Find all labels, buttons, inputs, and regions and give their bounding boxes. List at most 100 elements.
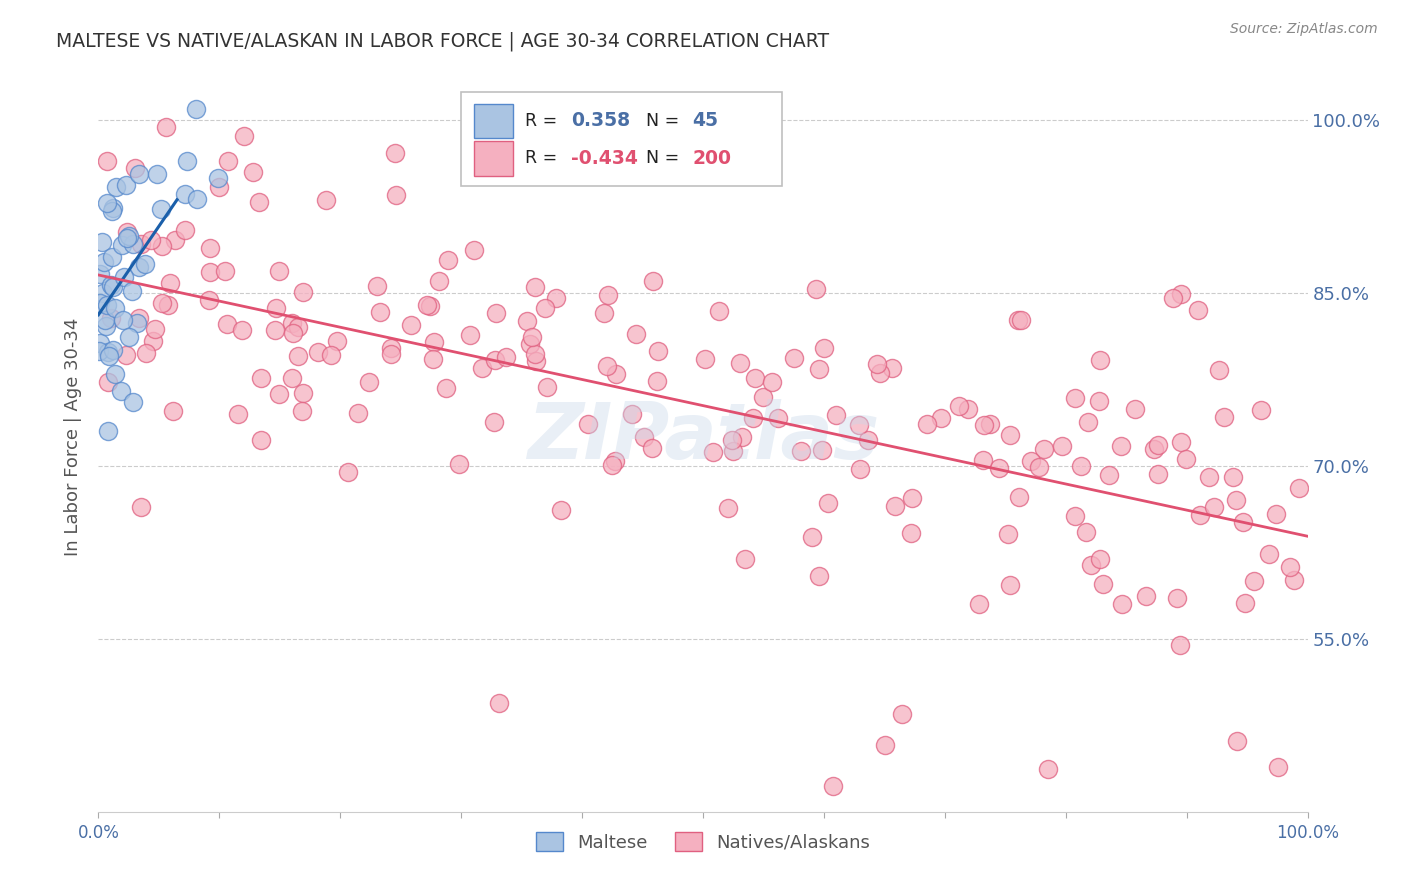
- Point: [1142, 442, 1164, 457]
- Point: [100, 204, 122, 219]
- Point: [385, 187, 408, 202]
- Point: [761, 375, 783, 389]
- Point: [131, 237, 153, 252]
- Point: [105, 180, 128, 194]
- Point: [447, 457, 470, 471]
- Point: [813, 341, 835, 355]
- Point: [87, 343, 110, 358]
- Point: [115, 348, 138, 362]
- Point: [1208, 363, 1230, 377]
- Point: [717, 501, 740, 516]
- Point: [336, 465, 359, 479]
- Point: [1282, 573, 1305, 587]
- Point: [519, 337, 541, 351]
- Point: [128, 260, 150, 274]
- Point: [1202, 500, 1225, 514]
- Point: [291, 285, 314, 300]
- Point: [536, 380, 558, 394]
- Point: [128, 167, 150, 181]
- Point: [900, 525, 922, 540]
- Point: [1243, 574, 1265, 588]
- Point: [93, 255, 115, 269]
- Point: [89, 335, 111, 350]
- Text: R =: R =: [526, 112, 562, 130]
- Point: [728, 356, 751, 370]
- Point: [488, 696, 510, 710]
- Point: [1135, 590, 1157, 604]
- Point: [811, 443, 834, 458]
- Point: [1288, 481, 1310, 495]
- Point: [231, 323, 253, 337]
- Point: [315, 193, 337, 207]
- Point: [1077, 415, 1099, 429]
- Point: [1234, 596, 1257, 610]
- Point: [1076, 525, 1098, 540]
- Point: [823, 779, 845, 793]
- Point: [135, 346, 157, 360]
- Point: [817, 496, 839, 510]
- Point: [96, 424, 118, 438]
- Point: [1080, 558, 1102, 572]
- Point: [603, 453, 626, 467]
- Point: [1264, 507, 1286, 521]
- Point: [115, 231, 138, 245]
- Point: [998, 578, 1021, 592]
- Point: [721, 444, 744, 458]
- Point: [593, 306, 616, 320]
- Point: [267, 387, 290, 401]
- Point: [702, 445, 724, 459]
- Point: [215, 318, 238, 332]
- Text: ZIPatlas: ZIPatlas: [527, 399, 879, 475]
- Point: [471, 361, 494, 376]
- Point: [368, 305, 391, 319]
- Point: [578, 417, 600, 431]
- Point: [869, 366, 891, 380]
- Point: [1098, 467, 1121, 482]
- Point: [1088, 352, 1111, 367]
- Point: [101, 201, 124, 215]
- Point: [523, 347, 546, 361]
- Point: [427, 274, 450, 288]
- Point: [1147, 438, 1170, 452]
- Point: [1188, 508, 1211, 523]
- Point: [96, 319, 118, 334]
- Point: [1175, 452, 1198, 467]
- Point: [1198, 469, 1220, 483]
- Point: [291, 403, 314, 417]
- Point: [1091, 576, 1114, 591]
- Point: [207, 171, 229, 186]
- Point: [1088, 551, 1111, 566]
- Point: [100, 311, 122, 326]
- Point: [228, 407, 250, 421]
- Point: [1010, 312, 1032, 326]
- Point: [744, 371, 766, 385]
- Point: [463, 244, 485, 258]
- Point: [1166, 591, 1188, 605]
- Point: [1070, 458, 1092, 473]
- Point: [752, 390, 775, 404]
- Text: -0.434: -0.434: [571, 149, 638, 168]
- Point: [516, 314, 538, 328]
- Point: [596, 287, 619, 301]
- Point: [101, 250, 124, 264]
- Point: [998, 427, 1021, 442]
- Point: [1147, 467, 1170, 482]
- Point: [176, 154, 198, 169]
- Point: [307, 345, 329, 359]
- Point: [124, 161, 146, 176]
- Point: [766, 410, 789, 425]
- Point: [595, 359, 617, 373]
- Point: [200, 241, 222, 255]
- Point: [848, 461, 870, 475]
- Point: [891, 706, 914, 721]
- Point: [89, 295, 111, 310]
- Point: [155, 120, 177, 134]
- Point: [101, 280, 124, 294]
- Point: [184, 102, 207, 116]
- Point: [287, 319, 309, 334]
- Point: [112, 269, 135, 284]
- Point: [263, 322, 285, 336]
- Point: [287, 350, 309, 364]
- Point: [98, 349, 121, 363]
- Point: [380, 342, 402, 356]
